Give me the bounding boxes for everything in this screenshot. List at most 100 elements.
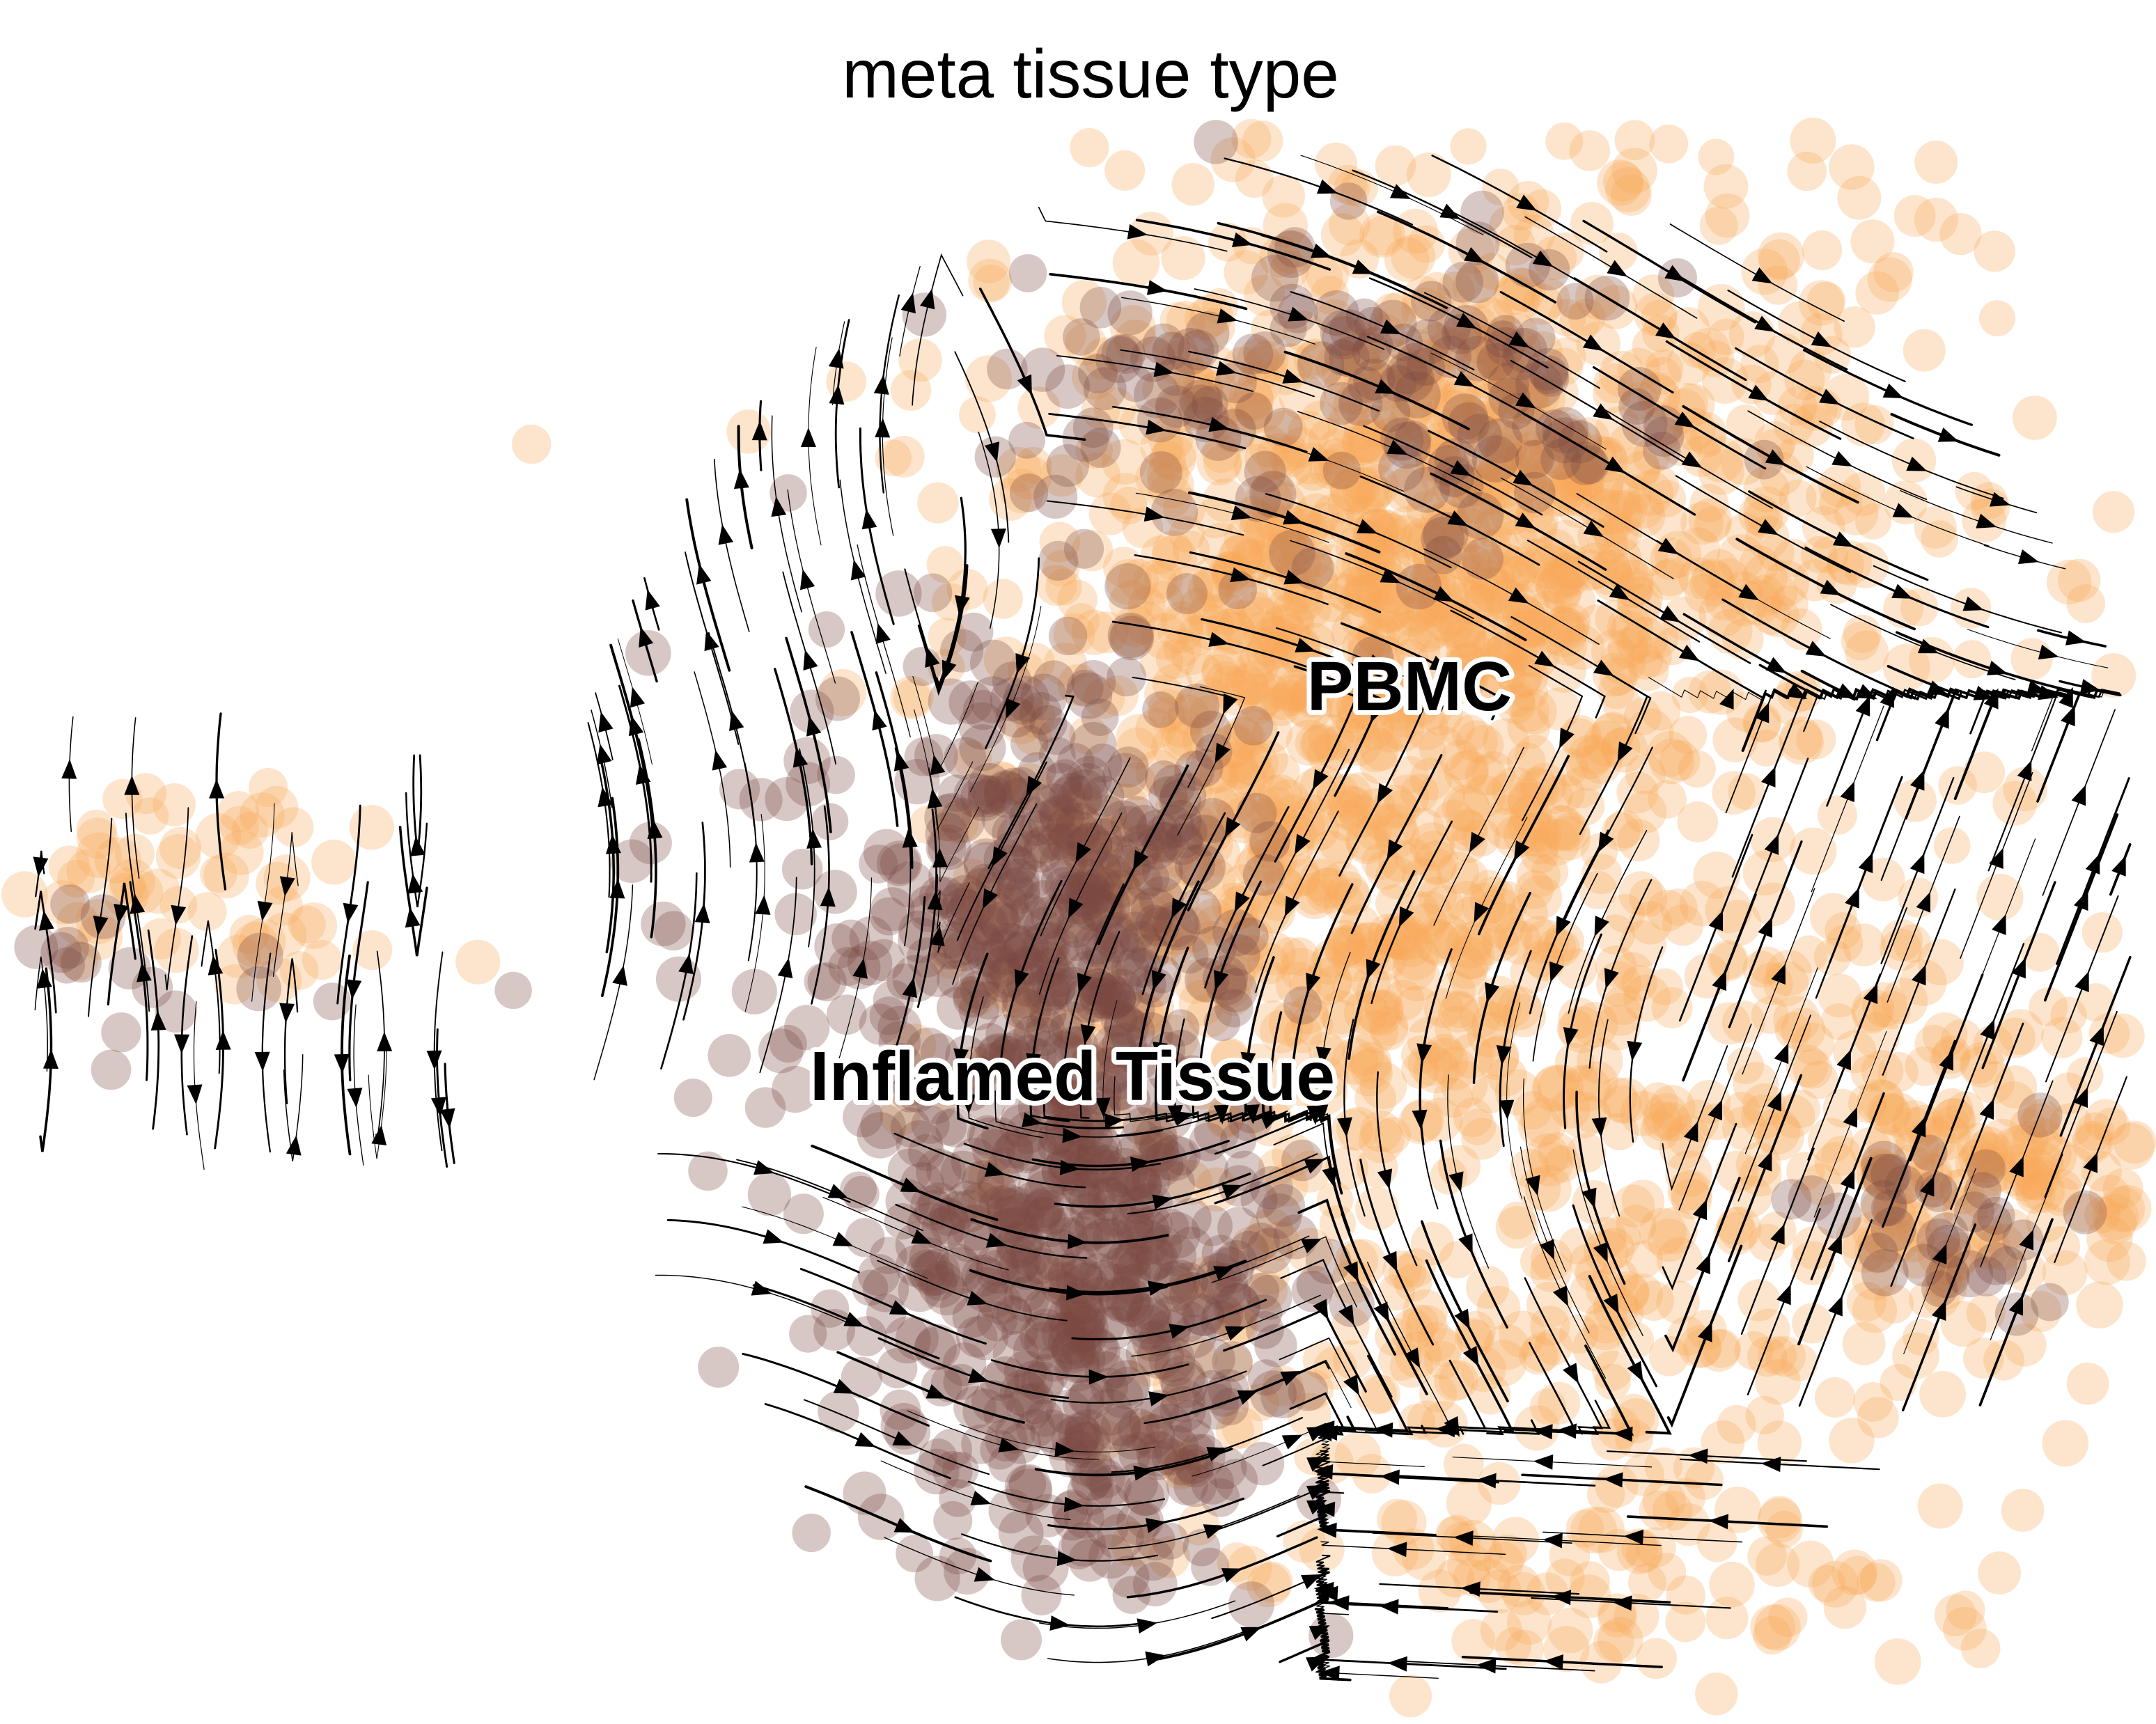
scatter-point <box>1328 203 1370 246</box>
scatter-point <box>852 1269 889 1306</box>
scatter-point <box>1321 354 1362 394</box>
scatter-point <box>1798 280 1845 326</box>
scatter-point <box>989 478 1032 521</box>
scatter-point <box>1093 387 1136 430</box>
scatter-point <box>1063 318 1100 356</box>
scatter-point <box>1166 565 1213 612</box>
scatter-point <box>1917 1483 1963 1529</box>
scatter-point <box>1542 606 1581 644</box>
scatter-point <box>1500 555 1537 593</box>
scatter-point <box>1790 404 1834 448</box>
scatter-point <box>1178 980 1225 1026</box>
scatter-point <box>1483 718 1529 765</box>
scatter-point <box>240 792 285 838</box>
scatter-point <box>1027 986 1069 1028</box>
scatter-point <box>1166 721 1203 758</box>
scatter-point <box>203 852 249 899</box>
scatter-point <box>1471 751 1516 796</box>
scatter-point <box>2003 767 2047 812</box>
scatter-point <box>1045 568 1082 606</box>
scatter-point <box>1507 742 1546 781</box>
scatter-point <box>1419 322 1456 360</box>
scatter-point <box>1345 1049 1393 1097</box>
scatter-point <box>924 877 967 918</box>
scatter-point <box>1752 597 1791 636</box>
scatter-point <box>2066 1362 2109 1405</box>
scatter-point <box>1354 710 1394 750</box>
scatter-point <box>1445 922 1493 969</box>
scatter-point <box>1249 471 1297 518</box>
scatter-point <box>1616 771 1659 814</box>
scatter-point <box>1151 833 1194 877</box>
scatter-point <box>1707 940 1749 982</box>
scatter-point <box>1153 427 1199 472</box>
scatter-point <box>1903 329 1946 372</box>
scatter-point <box>1143 581 1185 622</box>
scatter-point <box>921 1264 958 1301</box>
scatter-point <box>1200 370 1237 407</box>
scatter-point <box>1261 482 1306 527</box>
scatter-point <box>1533 418 1573 459</box>
scatter-point <box>1364 989 1404 1028</box>
scatter-point <box>1468 549 1515 596</box>
scatter-point <box>1366 671 1408 713</box>
scatter-point <box>1365 313 1405 354</box>
scatter-point <box>1172 959 1217 1004</box>
scatter-point <box>1453 264 1499 310</box>
scatter-point <box>1391 389 1433 432</box>
scatter-point <box>1070 994 1109 1033</box>
scatter-point <box>1224 881 1270 927</box>
scatter-point <box>1326 773 1373 820</box>
scatter-point <box>1118 992 1165 1039</box>
scatter-point <box>1521 836 1559 874</box>
scatter-point <box>1853 1382 1893 1422</box>
scatter-point <box>1305 867 1352 914</box>
scatter-point <box>1373 704 1418 749</box>
scatter-point <box>1757 573 1798 613</box>
scatter-point <box>1503 439 1547 484</box>
scatter-point <box>1252 533 1297 578</box>
scatter-point <box>1243 611 1290 657</box>
scatter-point <box>1283 311 1325 353</box>
scatter-point <box>1151 535 1198 581</box>
scatter-point <box>1708 609 1753 654</box>
scatter-point <box>1428 329 1467 368</box>
scatter-point <box>1315 726 1359 771</box>
scatter-point <box>1407 1017 1453 1063</box>
scatter-point <box>1338 319 1386 367</box>
scatter-point <box>1463 920 1509 966</box>
scatter-point <box>1458 457 1502 501</box>
scatter-point <box>1532 236 1577 281</box>
scatter-point <box>1232 668 1270 705</box>
scatter-point <box>1741 248 1788 295</box>
scatter-point <box>1006 1134 1047 1174</box>
scatter-points <box>1 117 2156 1718</box>
scatter-point <box>1509 795 1552 838</box>
scatter-point <box>1364 586 1411 634</box>
scatter-point <box>1616 625 1653 662</box>
scatter-point <box>1773 403 1815 445</box>
scatter-point <box>2050 996 2087 1034</box>
scatter-point <box>1626 708 1674 756</box>
scatter-point <box>1494 917 1533 956</box>
scatter-point <box>1460 345 1506 391</box>
scatter-point <box>1190 823 1233 866</box>
scatter-point <box>1039 522 1081 563</box>
scatter-point <box>783 1193 824 1235</box>
scatter-point <box>1799 313 1843 356</box>
scatter-point <box>1194 1338 1235 1380</box>
scatter-point <box>1499 583 1539 625</box>
scatter-point <box>1392 933 1439 980</box>
scatter-point <box>1552 460 1593 501</box>
scatter-point <box>1404 706 1448 751</box>
scatter-point <box>1974 230 2015 272</box>
scatter-point <box>1522 283 1563 325</box>
scatter-point <box>1541 648 1587 693</box>
scatter-point <box>792 1513 831 1553</box>
scatter-point <box>1533 615 1574 655</box>
scatter-point <box>1479 635 1524 680</box>
scatter-point <box>1714 1212 1758 1255</box>
scatter-point <box>1698 448 1744 495</box>
scatter-point <box>1678 750 1717 788</box>
